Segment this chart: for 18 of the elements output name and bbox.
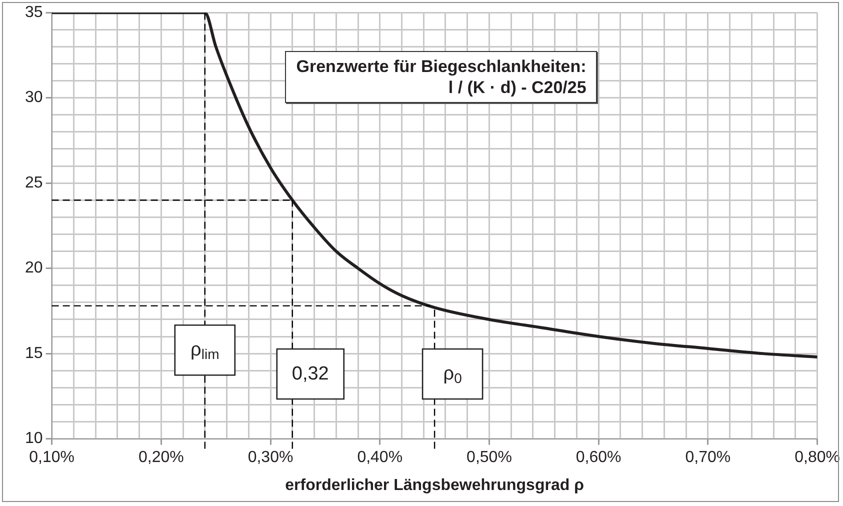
- y-tick-label: 15: [25, 344, 43, 362]
- y-tick-label: 30: [25, 89, 43, 106]
- y-tick-label: 25: [25, 174, 43, 192]
- y-tick-label: 35: [25, 4, 43, 22]
- x-axis-title: erforderlicher Längsbewehrungsgrad ρ: [285, 477, 584, 495]
- x-tick-label: 0,10%: [29, 448, 74, 466]
- text: l / (K · d) - C20/25: [447, 76, 586, 98]
- x-tick-label: 0,30%: [248, 448, 294, 466]
- x-tick-label: 0,60%: [576, 448, 622, 466]
- ref-line-label: 0,32: [292, 363, 329, 384]
- x-tick-label: 0,80%: [794, 448, 840, 466]
- x-tick-label: 0,50%: [466, 448, 512, 466]
- y-tick-label: 20: [25, 260, 43, 277]
- x-tick-label: 0,40%: [357, 448, 403, 466]
- text: Grenzwerte für Biegeschlankheiten:: [296, 56, 586, 77]
- x-tick-label: 0,20%: [138, 448, 184, 466]
- x-tick-label: 0,70%: [685, 448, 731, 466]
- y-tick-label: 10: [25, 430, 43, 448]
